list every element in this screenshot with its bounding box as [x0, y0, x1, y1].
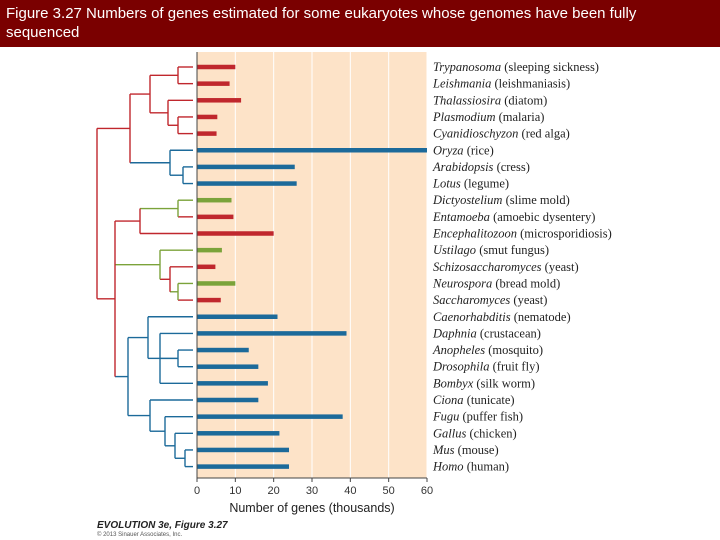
x-axis: 0 10 20 30 40 50 60: [194, 52, 433, 497]
x-tick-label-60: 60: [421, 485, 433, 497]
bar-daphnia: [197, 331, 347, 336]
bar-lotus: [197, 181, 297, 186]
x-tick-label-30: 30: [306, 485, 318, 497]
x-tick-label-10: 10: [229, 485, 241, 497]
bar-drosophila: [197, 364, 259, 369]
grid-lines: [234, 52, 428, 478]
bar-arabidopsis: [197, 164, 295, 170]
organism-label-anopheles: Anopheles (mosquito): [432, 343, 543, 357]
bar-caenorhabditis: [197, 314, 278, 319]
organism-label-gallus: Gallus (chicken): [433, 426, 517, 440]
organism-label-thalassiosira: Thalassiosira (diatom): [433, 93, 547, 107]
bar-cyanidioschyzon: [197, 131, 217, 136]
phylogenetic-tree: [96, 66, 193, 468]
organism-label-drosophila: Drosophila (fruit fly): [432, 360, 539, 374]
bar-plasmodium: [197, 114, 218, 120]
x-tick-label-20: 20: [268, 485, 280, 497]
organism-label-cyanidioschyzon: Cyanidioschyzon (red alga): [433, 127, 570, 141]
bars: [197, 64, 427, 469]
bar-encephalitozoon: [197, 231, 274, 236]
bar-fugu: [197, 414, 343, 419]
x-tick-label-40: 40: [344, 485, 356, 497]
organism-label-encephalitozoon: Encephalitozoon (microsporidiosis): [432, 227, 612, 241]
organism-label-dictyostelium: Dictyostelium (slime mold): [432, 193, 570, 207]
organism-label-ustilago: Ustilago (smut fungus): [433, 243, 549, 257]
organism-label-saccharomyces: Saccharomyces (yeast): [433, 293, 547, 307]
organism-label-neurospora: Neurospora (bread mold): [432, 276, 560, 290]
organism-label-lotus: Lotus (legume): [432, 177, 509, 191]
x-tick-label-0: 0: [194, 485, 200, 497]
bar-anopheles: [197, 347, 249, 353]
organism-label-ciona: Ciona (tunicate): [433, 393, 515, 407]
bar-trypanosoma: [197, 64, 236, 70]
bar-entamoeba: [197, 214, 234, 220]
bar-ciona: [197, 397, 259, 403]
organism-label-leishmania: Leishmania (leishmaniasis): [432, 77, 570, 91]
organism-label-caenorhabditis: Caenorhabditis (nematode): [433, 310, 571, 324]
title-bar: Figure 3.27 Numbers of genes estimated f…: [0, 0, 720, 47]
figure-title: Figure 3.27 Numbers of genes estimated f…: [6, 5, 637, 41]
organism-labels: Trypanosoma (sleeping sickness) Leishmani…: [432, 60, 612, 474]
x-tick-label-50: 50: [383, 485, 395, 497]
organism-label-bombyx: Bombyx (silk worm): [433, 376, 535, 390]
organism-label-mus: Mus (mouse): [432, 443, 499, 457]
bar-leishmania: [197, 81, 230, 86]
bar-neurospora: [197, 281, 236, 286]
bar-ustilago: [197, 247, 222, 253]
organism-label-plasmodium: Plasmodium (malaria): [432, 110, 544, 124]
bar-gallus: [197, 431, 280, 436]
organism-label-daphnia: Daphnia (crustacean): [432, 326, 541, 340]
bar-thalassiosira: [197, 98, 242, 103]
figure-credit: EVOLUTION 3e, Figure 3.27: [97, 520, 228, 531]
bar-mus: [197, 447, 289, 453]
organism-label-entamoeba: Entamoeba (amoebic dysentery): [432, 210, 595, 224]
organism-label-homo: Homo (human): [432, 460, 509, 474]
bar-oryza: [197, 148, 427, 153]
x-axis-title: Number of genes (thousands): [229, 501, 394, 515]
bar-schizosaccharomyces: [197, 264, 216, 270]
organism-label-trypanosoma: Trypanosoma (sleeping sickness): [433, 60, 599, 74]
organism-label-arabidopsis: Arabidopsis (cress): [432, 160, 530, 174]
bar-homo: [197, 464, 289, 469]
bar-dictyostelium: [197, 197, 232, 203]
bar-saccharomyces: [197, 297, 221, 303]
copyright-notice: © 2013 Sinauer Associates, Inc.: [97, 532, 183, 538]
organism-label-schizosaccharomyces: Schizosaccharomyces (yeast): [433, 260, 579, 274]
organism-label-fugu: Fugu (puffer fish): [432, 410, 523, 424]
organism-label-oryza: Oryza (rice): [433, 143, 494, 157]
bar-bombyx: [197, 381, 268, 386]
